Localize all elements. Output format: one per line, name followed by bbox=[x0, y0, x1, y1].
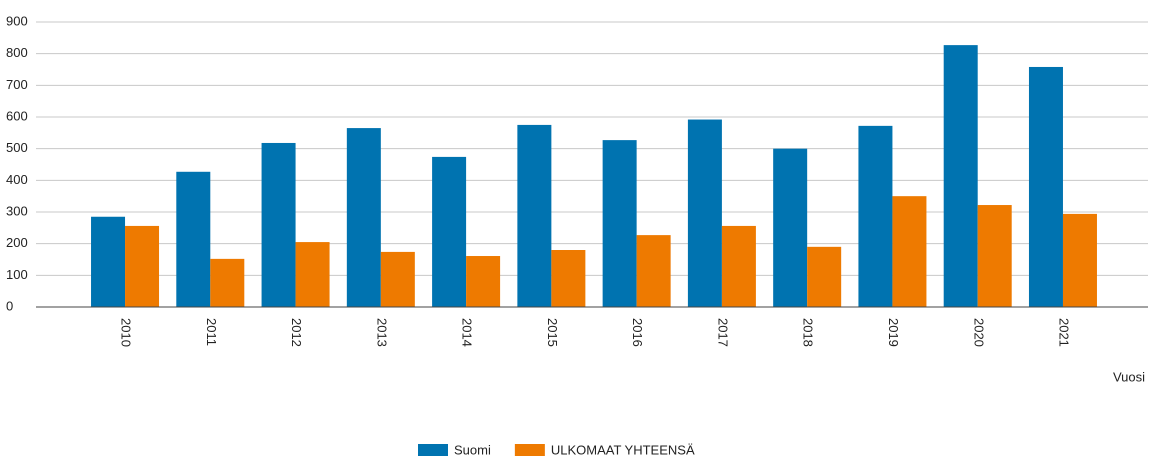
x-tick-label: 2012 bbox=[289, 318, 304, 347]
bar bbox=[517, 124, 552, 308]
x-tick-label: 2020 bbox=[971, 318, 986, 347]
bar bbox=[346, 128, 381, 307]
x-tick-label: 2017 bbox=[715, 318, 730, 347]
bar bbox=[636, 235, 671, 307]
x-axis-label: Vuosi bbox=[1113, 369, 1145, 384]
y-tick-label: 200 bbox=[6, 235, 28, 250]
y-tick-label: 600 bbox=[6, 108, 28, 123]
bar bbox=[176, 171, 211, 307]
y-tick-label: 500 bbox=[6, 140, 28, 155]
x-tick-label: 2016 bbox=[630, 318, 645, 347]
x-tick-label: 2015 bbox=[545, 318, 560, 347]
bar bbox=[807, 246, 842, 307]
bar bbox=[210, 258, 245, 307]
bar bbox=[295, 242, 330, 307]
bar bbox=[1028, 66, 1063, 307]
bar bbox=[91, 216, 126, 307]
x-tick-label: 2014 bbox=[460, 318, 475, 347]
bar bbox=[551, 250, 586, 307]
bar bbox=[773, 148, 808, 307]
legend-label: ULKOMAAT YHTEENSÄ bbox=[551, 442, 695, 457]
y-tick-label: 0 bbox=[6, 298, 13, 313]
legend-swatch bbox=[514, 444, 545, 456]
y-tick-label: 700 bbox=[6, 77, 28, 92]
bar bbox=[687, 119, 722, 308]
bar bbox=[977, 205, 1012, 307]
bar bbox=[943, 45, 978, 307]
x-tick-label: 2010 bbox=[119, 318, 134, 347]
bar bbox=[1062, 213, 1097, 307]
bar bbox=[432, 156, 467, 307]
x-tick-label: 2018 bbox=[801, 318, 816, 347]
bar bbox=[125, 225, 160, 307]
bar bbox=[721, 225, 756, 307]
y-tick-label: 800 bbox=[6, 45, 28, 60]
y-tick-label: 400 bbox=[6, 172, 28, 187]
bar bbox=[466, 256, 501, 307]
bar bbox=[602, 140, 637, 307]
bar bbox=[261, 142, 296, 307]
y-tick-label: 900 bbox=[6, 13, 28, 28]
legend-label: Suomi bbox=[454, 442, 491, 457]
x-tick-label: 2021 bbox=[1057, 318, 1072, 347]
x-tick-label: 2013 bbox=[374, 318, 389, 347]
bar bbox=[858, 125, 893, 307]
legend-swatch bbox=[418, 444, 448, 456]
bar bbox=[892, 196, 927, 307]
bar bbox=[380, 251, 415, 307]
y-tick-label: 300 bbox=[6, 203, 28, 218]
x-tick-label: 2011 bbox=[204, 318, 219, 346]
x-tick-label: 2019 bbox=[886, 318, 901, 347]
y-tick-label: 100 bbox=[6, 267, 28, 282]
